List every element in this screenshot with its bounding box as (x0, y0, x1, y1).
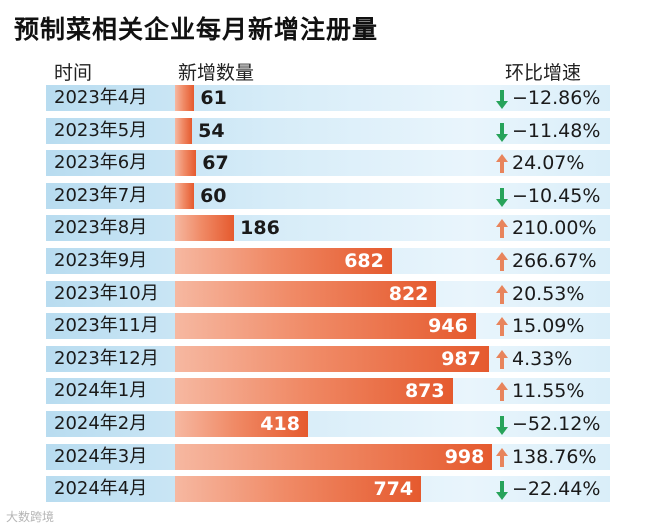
month-label: 2024年1月 (54, 380, 148, 402)
month-label: 2024年4月 (54, 478, 148, 500)
table-row: 2023年7月 60 −10.45% (46, 182, 610, 209)
arrow-up-icon (496, 252, 508, 271)
month-label: 2023年5月 (54, 119, 148, 141)
bar (175, 378, 453, 405)
growth-rate-value: 24.07% (512, 152, 585, 175)
bar-value-label: 61 (200, 87, 227, 109)
table-row: 2023年5月 54 −11.48% (46, 117, 610, 144)
arrow-down-icon (496, 416, 508, 435)
table-row: 2023年8月 186 210.00% (46, 215, 610, 242)
table-row: 2024年3月 998 138.76% (46, 443, 610, 470)
bar (175, 215, 235, 242)
table-row: 2023年4月 61 −12.86% (46, 85, 610, 111)
growth-rate-value: 210.00% (512, 217, 597, 240)
table-row: 2023年12月 987 4.33% (46, 345, 610, 372)
table-row: 2023年10月 822 20.53% (46, 280, 610, 307)
bar (175, 117, 193, 144)
bar (175, 443, 493, 470)
bar (175, 248, 392, 274)
arrow-up-icon (496, 284, 508, 304)
bar-value-label: 998 (444, 445, 485, 468)
arrow-down-icon (496, 187, 508, 207)
growth-rate-value: 138.76% (512, 445, 597, 468)
growth-rate-value: 4.33% (512, 347, 573, 370)
table-row: 2023年11月 946 15.09% (46, 313, 610, 340)
month-label: 2023年4月 (54, 87, 148, 108)
watermark: 大数跨境 (6, 510, 55, 524)
month-label: 2023年6月 (54, 152, 148, 174)
month-label: 2023年9月 (54, 250, 148, 271)
bar-value-label: 60 (200, 184, 227, 207)
month-label: 2023年8月 (54, 217, 148, 239)
bar (175, 182, 195, 209)
growth-rate-value: 15.09% (512, 315, 585, 338)
table-row: 2024年4月 774 −22.44% (46, 476, 610, 503)
bar-value-label: 774 (373, 478, 414, 501)
month-label: 2023年12月 (54, 347, 159, 369)
month-label: 2023年7月 (54, 184, 148, 206)
arrow-up-icon (496, 382, 508, 402)
chart-title: 预制菜相关企业每月新增注册量 (14, 15, 379, 44)
arrow-up-icon (496, 154, 508, 174)
bar-value-label: 873 (404, 380, 445, 403)
bar-value-label: 987 (441, 347, 481, 370)
growth-rate-value: −10.45% (512, 184, 601, 207)
bar-value-label: 54 (198, 119, 225, 142)
bar-value-label: 186 (240, 217, 280, 240)
header-new-count: 新增数量 (178, 62, 255, 84)
bar-value-label: 682 (344, 250, 384, 272)
arrow-down-icon (496, 122, 508, 142)
month-label: 2024年2月 (54, 413, 148, 434)
bar (175, 411, 308, 437)
table-row: 2024年2月 418 −52.12% (46, 411, 610, 437)
growth-rate-value: 20.53% (512, 282, 585, 305)
month-label: 2024年3月 (54, 445, 148, 467)
month-label: 2023年10月 (54, 282, 159, 304)
header-time: 时间 (54, 62, 93, 84)
arrow-down-icon (496, 481, 508, 501)
growth-rate-value: 11.55% (512, 380, 585, 403)
bar-value-label: 418 (260, 413, 300, 435)
bar-value-label: 822 (388, 282, 429, 305)
growth-rate-value: −52.12% (512, 413, 601, 435)
bar (175, 476, 422, 503)
bar (175, 280, 437, 307)
growth-rate-value: −12.86% (512, 87, 601, 109)
bar-value-label: 946 (428, 315, 468, 338)
arrow-up-icon (496, 447, 508, 467)
bar (175, 85, 195, 111)
arrow-up-icon (496, 219, 508, 239)
table-row: 2023年9月 682 266.67% (46, 248, 610, 274)
header-growth-rate: 环比增速 (505, 62, 582, 84)
bar-value-label: 67 (202, 152, 229, 175)
table-row: 2023年6月 67 24.07% (46, 150, 610, 177)
arrow-up-icon (496, 349, 508, 369)
month-label: 2023年11月 (54, 315, 159, 337)
bar (175, 345, 489, 372)
bar (175, 150, 197, 177)
growth-rate-value: −22.44% (512, 478, 601, 501)
table-row: 2024年1月 873 11.55% (46, 378, 610, 405)
arrow-down-icon (496, 90, 508, 109)
bar (175, 313, 476, 340)
growth-rate-value: 266.67% (512, 250, 597, 272)
arrow-up-icon (496, 317, 508, 337)
growth-rate-value: −11.48% (512, 119, 601, 142)
